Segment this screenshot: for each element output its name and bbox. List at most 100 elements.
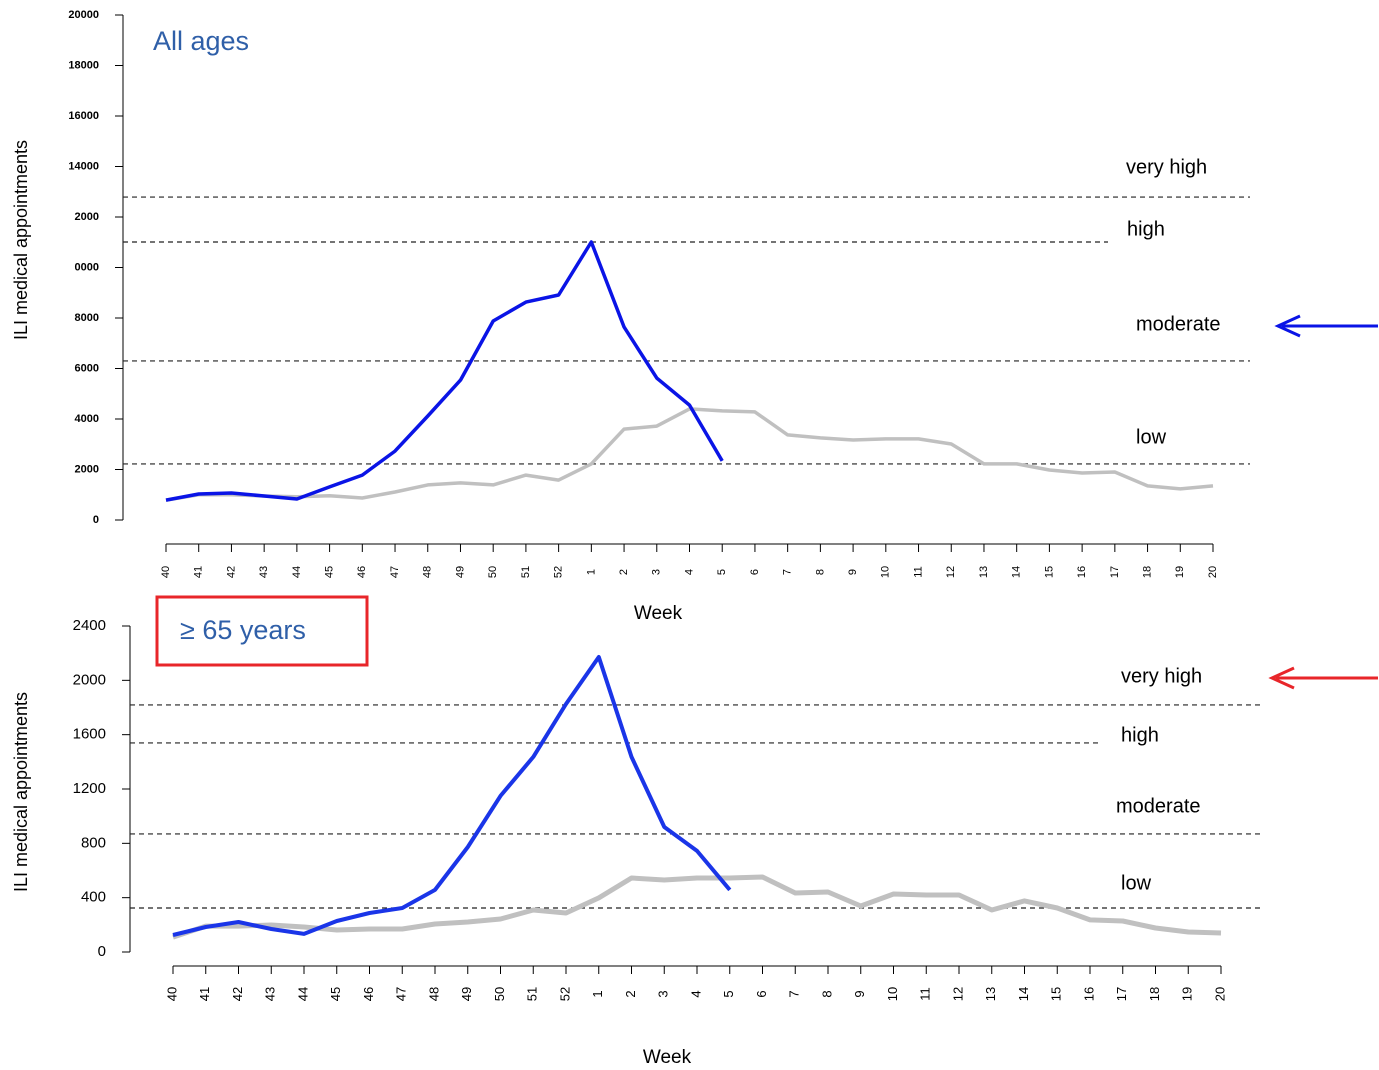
x-tick-label: 5	[716, 569, 728, 575]
x-tick-label: 7	[787, 990, 802, 997]
x-tick-label: 50	[487, 566, 499, 578]
x-tick-label: 15	[1043, 566, 1055, 578]
x-tick-label: 10	[885, 987, 900, 1001]
y-tick-label: 16000	[68, 110, 99, 122]
threshold-label: high	[1127, 218, 1165, 240]
y-axis-label: ILI medical appointments	[11, 140, 31, 340]
x-tick-label: 12	[950, 987, 965, 1001]
x-tick-label: 9	[852, 990, 867, 997]
x-axis-label: Week	[634, 603, 683, 624]
x-tick-label: 48	[426, 987, 441, 1001]
y-tick-label: 0	[98, 943, 106, 960]
x-tick-label: 49	[454, 566, 466, 578]
x-tick-label: 44	[291, 566, 303, 578]
threshold-label: low	[1121, 872, 1152, 894]
threshold-label: very high	[1121, 665, 1202, 687]
x-tick-label: 14	[1011, 566, 1023, 578]
x-tick-label: 3	[651, 569, 663, 575]
x-tick-label: 52	[557, 987, 572, 1001]
threshold-label: low	[1136, 426, 1167, 448]
y-tick-label: 0	[93, 514, 99, 526]
x-tick-label: 44	[295, 987, 310, 1001]
panel-title: All ages	[153, 26, 249, 56]
x-tick-label: 7	[782, 569, 794, 575]
x-tick-label: 17	[1114, 987, 1129, 1001]
x-tick-label: 13	[978, 566, 990, 578]
x-tick-label: 1	[585, 569, 597, 575]
x-tick-label: 45	[328, 987, 343, 1001]
threshold-label: moderate	[1136, 313, 1221, 335]
arrow-head	[1268, 666, 1295, 690]
series-line	[172, 874, 1222, 940]
x-tick-label: 46	[361, 987, 376, 1001]
x-tick-label: 4	[683, 569, 695, 575]
x-tick-label: 40	[160, 566, 172, 578]
x-tick-label: 51	[525, 987, 540, 1001]
y-tick-label: 18000	[68, 59, 99, 71]
x-tick-label: 1	[590, 990, 605, 997]
x-tick-label: 16	[1081, 987, 1096, 1001]
y-axis-label: ILI medical appointments	[11, 692, 31, 892]
x-tick-label: 19	[1180, 987, 1195, 1001]
x-tick-label: 9	[847, 569, 859, 575]
x-tick-label: 40	[164, 987, 179, 1001]
y-tick-label: 800	[81, 834, 106, 851]
x-tick-label: 3	[656, 990, 671, 997]
x-tick-label: 11	[912, 566, 924, 577]
y-tick-label: 14000	[68, 160, 99, 172]
x-tick-label: 46	[356, 566, 368, 578]
x-tick-label: 42	[230, 987, 245, 1001]
y-tick-label: 8000	[75, 312, 99, 324]
x-tick-label: 43	[258, 566, 270, 578]
x-tick-label: 14	[1016, 987, 1031, 1001]
x-tick-label: 11	[918, 987, 933, 1001]
x-tick-label: 48	[422, 566, 434, 578]
x-tick-label: 49	[459, 987, 474, 1001]
series-line	[165, 407, 1214, 502]
x-tick-label: 42	[225, 566, 237, 578]
y-tick-label: 1600	[73, 726, 106, 743]
y-tick-label: 4000	[75, 413, 99, 425]
x-tick-label: 47	[394, 987, 409, 1001]
x-tick-label: 18	[1141, 566, 1153, 578]
x-tick-label: 17	[1109, 566, 1121, 578]
x-tick-label: 41	[197, 987, 212, 1001]
series-line	[165, 240, 724, 502]
y-tick-label: 2000	[75, 211, 99, 223]
x-tick-label: 45	[324, 566, 336, 578]
y-tick-label: 2000	[75, 463, 99, 475]
x-tick-label: 19	[1174, 566, 1186, 578]
x-tick-label: 15	[1049, 987, 1064, 1001]
x-tick-label: 41	[193, 566, 205, 578]
x-tick-label: 52	[553, 566, 565, 578]
x-tick-label: 47	[389, 566, 401, 578]
y-tick-label: 400	[81, 889, 106, 906]
y-tick-label: 2400	[73, 617, 106, 634]
x-tick-label: 50	[492, 987, 507, 1001]
x-tick-label: 4	[688, 990, 703, 997]
x-tick-label: 51	[520, 566, 532, 578]
x-tick-label: 10	[880, 566, 892, 578]
y-tick-label: 6000	[75, 362, 99, 374]
x-tick-label: 2	[623, 990, 638, 997]
title-box	[155, 595, 369, 667]
x-tick-label: 16	[1076, 566, 1088, 578]
y-tick-label: 20000	[68, 9, 99, 21]
threshold-label: high	[1121, 724, 1159, 746]
x-tick-label: 20	[1212, 987, 1227, 1001]
panel-title: ≥ 65 years	[180, 615, 306, 645]
x-tick-label: 8	[814, 569, 826, 575]
x-tick-label: 2	[618, 569, 630, 575]
x-tick-label: 20	[1207, 566, 1219, 578]
x-axis-label: Week	[643, 1047, 692, 1068]
x-tick-label: 6	[749, 569, 761, 575]
threshold-label: moderate	[1116, 795, 1201, 817]
y-tick-label: 0000	[75, 261, 99, 273]
x-tick-label: 18	[1147, 987, 1162, 1001]
y-tick-label: 2000	[73, 671, 106, 688]
x-tick-label: 43	[263, 987, 278, 1001]
y-tick-label: 1200	[73, 780, 106, 797]
series-line	[172, 655, 732, 937]
x-tick-label: 5	[721, 990, 736, 997]
